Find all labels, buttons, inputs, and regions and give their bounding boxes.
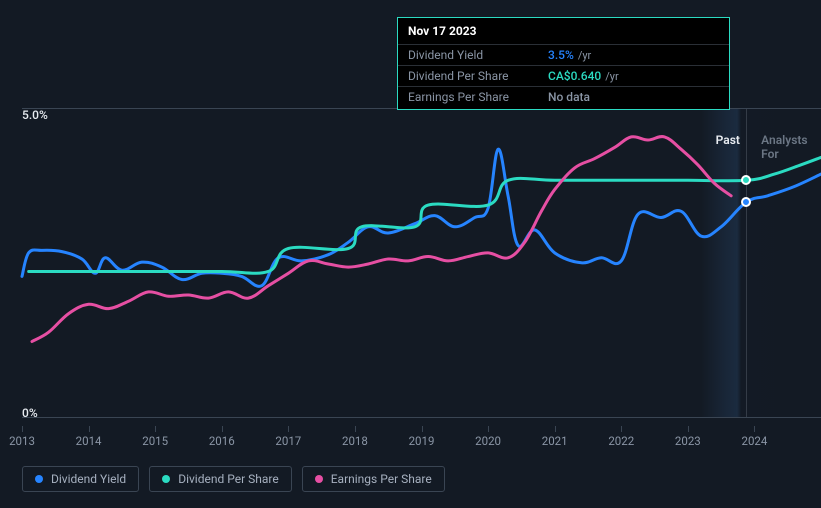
x-tick-label: 2015 xyxy=(142,434,168,448)
x-tick-mark xyxy=(22,426,23,432)
series-marker xyxy=(741,197,751,207)
tooltip-value: 3.5% xyxy=(548,48,574,62)
x-tick-mark xyxy=(155,426,156,432)
x-axis: 2013201420152016201720182019202020212022… xyxy=(22,426,821,451)
series-line xyxy=(32,137,731,342)
legend-label: Dividend Per Share xyxy=(178,472,279,486)
x-tick-label: 2023 xyxy=(675,434,701,448)
plot-area[interactable]: Past Analysts For xyxy=(22,108,821,418)
x-tick-label: 2018 xyxy=(342,434,368,448)
x-tick-label: 2024 xyxy=(741,434,767,448)
tooltip-value: CA$0.640 xyxy=(548,69,601,83)
chart-legend: Dividend Yield Dividend Per Share Earnings… xyxy=(22,466,445,492)
x-tick-label: 2022 xyxy=(608,434,634,448)
legend-dot xyxy=(35,475,43,483)
x-tick-mark xyxy=(222,426,223,432)
tooltip-date: Nov 17 2023 xyxy=(398,24,729,44)
tooltip-unit: /yr xyxy=(605,70,618,83)
tooltip-row: Earnings Per ShareNo data xyxy=(398,86,729,107)
tooltip-value: No data xyxy=(548,90,590,104)
x-tick-mark xyxy=(355,426,356,432)
dividend-chart: 5.0% 0% PastAnalysts For 201320142015201… xyxy=(0,0,821,508)
x-tick-mark xyxy=(422,426,423,432)
tooltip-unit: /yr xyxy=(578,49,591,62)
tooltip-row: Dividend Yield3.5% /yr xyxy=(398,44,729,65)
period-label: Analysts For xyxy=(761,133,807,161)
x-tick-mark xyxy=(688,426,689,432)
chart-tooltip: Nov 17 2023 Dividend Yield3.5%/yrDividen… xyxy=(397,17,730,110)
x-tick-mark xyxy=(89,426,90,432)
legend-dot xyxy=(315,475,323,483)
x-tick-label: 2014 xyxy=(76,434,102,448)
legend-dot xyxy=(162,475,170,483)
x-tick-label: 2019 xyxy=(409,434,435,448)
x-tick-label: 2017 xyxy=(275,434,301,448)
tooltip-key: Earnings Per Share xyxy=(408,90,548,104)
chart-lines xyxy=(22,109,821,419)
x-tick-mark xyxy=(754,426,755,432)
legend-label: Earnings Per Share xyxy=(331,472,432,486)
x-tick-label: 2021 xyxy=(542,434,568,448)
tooltip-key: Dividend Yield xyxy=(408,48,548,62)
x-tick-mark xyxy=(621,426,622,432)
x-tick-label: 2016 xyxy=(209,434,235,448)
x-tick-mark xyxy=(488,426,489,432)
series-marker xyxy=(741,175,751,185)
legend-item[interactable]: Dividend Per Share xyxy=(149,466,292,492)
legend-label: Dividend Yield xyxy=(51,472,126,486)
x-tick-mark xyxy=(288,426,289,432)
x-tick-label: 2020 xyxy=(475,434,501,448)
tooltip-row: Dividend Per ShareCA$0.640/yr xyxy=(398,65,729,86)
legend-item[interactable]: Earnings Per Share xyxy=(302,466,445,492)
x-tick-label: 2013 xyxy=(9,434,35,448)
tooltip-key: Dividend Per Share xyxy=(408,69,548,83)
legend-item[interactable]: Dividend Yield xyxy=(22,466,139,492)
period-label: Past xyxy=(716,133,740,147)
x-tick-mark xyxy=(555,426,556,432)
